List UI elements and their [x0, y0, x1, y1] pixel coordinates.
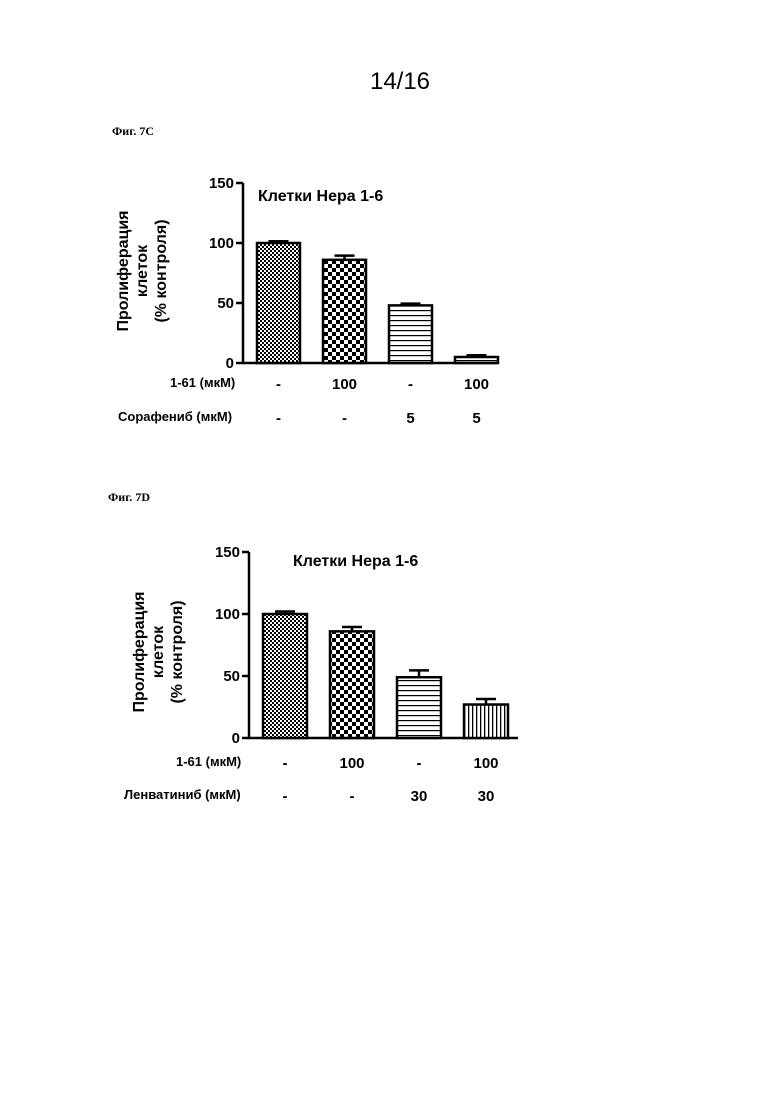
y-axis-label-line: (% контроля) — [169, 600, 186, 703]
y-tick-label: 50 — [217, 295, 234, 312]
y-tick-label: 0 — [232, 730, 240, 747]
condition-value: - — [283, 755, 288, 772]
y-tick-label: 150 — [215, 544, 240, 561]
bar — [464, 705, 508, 738]
condition-value: - — [350, 788, 355, 805]
y-axis-label-line: клеток — [150, 625, 167, 678]
condition-label: Ленватиниб (мкМ) — [124, 787, 241, 802]
condition-label: 1-61 (мкМ) — [176, 754, 241, 769]
bar — [455, 357, 498, 363]
condition-value: 5 — [472, 410, 480, 427]
y-axis-label-line: клеток — [134, 244, 151, 297]
chart-title: Клетки Hepa 1-6 — [258, 188, 383, 205]
condition-value: 5 — [406, 410, 414, 427]
bar — [389, 305, 432, 363]
condition-value: - — [342, 410, 347, 427]
condition-value: 100 — [464, 376, 489, 393]
bar — [330, 631, 374, 738]
chart-7d: Клетки Hepa 1-6 Пролиферацияклеток(% конт… — [0, 530, 780, 820]
condition-value: 30 — [478, 788, 495, 805]
y-axis-label-line: Пролиферация — [115, 210, 132, 331]
y-tick-label: 100 — [215, 606, 240, 623]
y-tick-label: 50 — [223, 668, 240, 685]
condition-value: 100 — [339, 755, 364, 772]
condition-label: 1-61 (мкМ) — [170, 375, 235, 390]
condition-value: - — [276, 410, 281, 427]
condition-value: - — [417, 755, 422, 772]
y-axis-label-line: (% контроля) — [153, 219, 170, 322]
condition-value: - — [276, 376, 281, 393]
chart-7c: Клетки Hepa 1-6 Пролиферацияклеток(% конт… — [0, 160, 780, 450]
y-tick-label: 150 — [209, 175, 234, 192]
condition-label: Сорафениб (мкМ) — [118, 409, 232, 424]
bar — [263, 614, 307, 738]
figure-label-7d: Фиг. 7D — [108, 490, 150, 505]
condition-value: 30 — [411, 788, 428, 805]
y-tick-label: 0 — [226, 355, 234, 372]
condition-value: - — [283, 788, 288, 805]
chart-title: Клетки Hepa 1-6 — [293, 553, 418, 570]
bar — [257, 243, 300, 363]
condition-value: - — [408, 376, 413, 393]
page-number: 14/16 — [0, 68, 780, 96]
condition-value: 100 — [473, 755, 498, 772]
y-axis-label-line: Пролиферация — [131, 591, 148, 712]
y-axis-label: Пролиферацияклеток(% контроля) — [131, 591, 186, 712]
bar — [397, 677, 441, 738]
y-axis-label: Пролиферацияклеток(% контроля) — [115, 210, 170, 331]
bar — [323, 260, 366, 363]
figure-label-7c: Фиг. 7C — [112, 124, 154, 139]
condition-value: 100 — [332, 376, 357, 393]
y-tick-label: 100 — [209, 235, 234, 252]
